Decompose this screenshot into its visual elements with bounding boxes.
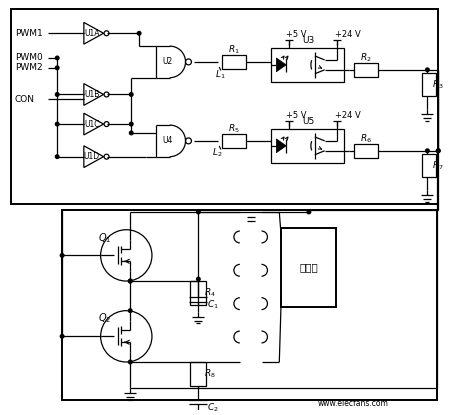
- Text: PWM0: PWM0: [15, 54, 42, 62]
- Circle shape: [129, 279, 132, 283]
- Bar: [354, 63, 378, 77]
- Text: U2: U2: [163, 57, 173, 66]
- Circle shape: [138, 32, 141, 35]
- Text: CON: CON: [15, 95, 35, 104]
- Text: U1D: U1D: [84, 152, 100, 161]
- Bar: [190, 281, 206, 305]
- Circle shape: [307, 210, 311, 214]
- Circle shape: [197, 277, 200, 281]
- Text: PWM1: PWM1: [15, 29, 42, 38]
- Text: $R_4$: $R_4$: [204, 287, 216, 299]
- Text: $R_2$: $R_2$: [360, 52, 372, 64]
- Text: U1A: U1A: [84, 29, 100, 38]
- Text: $R_5$: $R_5$: [228, 123, 240, 135]
- Circle shape: [60, 334, 64, 338]
- Polygon shape: [276, 139, 286, 153]
- Text: $R_8$: $R_8$: [204, 368, 216, 380]
- Text: $R_7$: $R_7$: [433, 159, 444, 172]
- Text: $R_3$: $R_3$: [433, 78, 444, 91]
- Circle shape: [129, 131, 133, 135]
- Circle shape: [55, 122, 59, 126]
- Text: U4: U4: [162, 137, 173, 145]
- Circle shape: [129, 122, 133, 126]
- Polygon shape: [276, 58, 286, 72]
- Text: $Q_1$: $Q_1$: [98, 231, 111, 244]
- Text: $L_2$: $L_2$: [212, 146, 223, 159]
- Text: www.elecfans.com: www.elecfans.com: [318, 399, 389, 408]
- Text: $C_1$: $C_1$: [207, 298, 219, 311]
- Bar: [190, 362, 206, 386]
- Circle shape: [60, 254, 64, 257]
- Text: U3: U3: [302, 36, 314, 45]
- Bar: [281, 228, 336, 307]
- Text: $C_2$: $C_2$: [207, 401, 219, 414]
- Circle shape: [55, 155, 59, 159]
- Text: $R_1$: $R_1$: [228, 44, 240, 56]
- Bar: [272, 48, 345, 82]
- Text: 极化体: 极化体: [299, 262, 318, 272]
- Bar: [11, 9, 438, 204]
- Circle shape: [437, 149, 440, 153]
- Text: +24 V: +24 V: [335, 111, 360, 120]
- Text: $Q_2$: $Q_2$: [98, 312, 111, 325]
- Bar: [423, 73, 436, 96]
- Bar: [354, 144, 378, 158]
- Text: +5 V: +5 V: [286, 30, 307, 39]
- Circle shape: [129, 360, 132, 364]
- Text: U1B: U1B: [84, 90, 99, 99]
- Circle shape: [55, 56, 59, 60]
- Circle shape: [129, 309, 132, 312]
- Text: $L_1$: $L_1$: [215, 68, 226, 81]
- Text: PWM2: PWM2: [15, 63, 42, 72]
- Circle shape: [197, 210, 200, 214]
- Circle shape: [437, 149, 440, 153]
- Bar: [222, 55, 246, 69]
- Text: +24 V: +24 V: [335, 30, 360, 39]
- Text: $R_6$: $R_6$: [360, 133, 372, 145]
- Circle shape: [129, 279, 132, 283]
- Text: U1C: U1C: [84, 120, 100, 129]
- Text: +5 V: +5 V: [286, 111, 307, 120]
- Circle shape: [129, 93, 133, 96]
- Bar: [62, 210, 437, 400]
- Circle shape: [426, 149, 429, 153]
- Text: U5: U5: [302, 117, 314, 126]
- Circle shape: [55, 93, 59, 96]
- Bar: [222, 134, 246, 148]
- Circle shape: [426, 68, 429, 71]
- Circle shape: [55, 66, 59, 70]
- Bar: [423, 154, 436, 177]
- Bar: [272, 129, 345, 163]
